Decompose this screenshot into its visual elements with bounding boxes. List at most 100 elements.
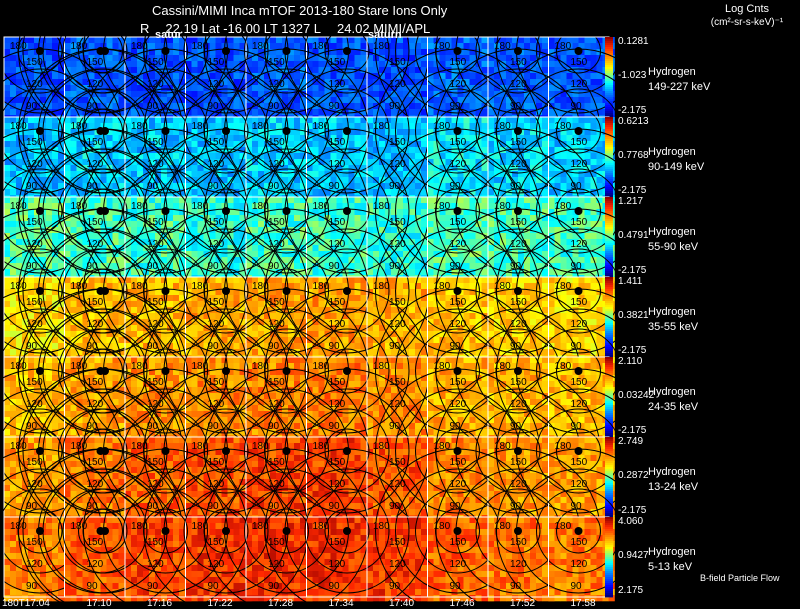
- planet-marker: [282, 527, 291, 535]
- contour-label: 120: [450, 399, 467, 410]
- contour-label: 90: [389, 581, 401, 592]
- planet-marker: [343, 47, 351, 55]
- contour-label: 120: [389, 159, 406, 170]
- contour-label: 90: [329, 341, 341, 352]
- heatmap-panel: 180 150 120 90: [375, 448, 540, 609]
- species-label: Hydrogen: [648, 466, 696, 478]
- contour-label: 90: [268, 421, 280, 432]
- planet-marker: [514, 527, 522, 535]
- planet-marker: [222, 287, 230, 295]
- contour-line: [516, 388, 641, 514]
- contour-label: 150: [208, 537, 225, 548]
- contour-label: 90: [268, 581, 280, 592]
- contour-label: 150: [329, 217, 346, 228]
- contour-label: 150: [26, 537, 43, 548]
- contour-label: 150: [147, 57, 164, 68]
- contour-label: 120: [268, 159, 285, 170]
- contour-label: 90: [450, 101, 462, 112]
- contour-line: [556, 108, 601, 154]
- planet-marker: [101, 127, 109, 135]
- position-values: 22.19 Lat -16.00 LT 1327 L: [165, 21, 322, 36]
- contour-label: 150: [268, 457, 285, 468]
- contour-label: 150: [87, 537, 104, 548]
- contour-label: 150: [26, 457, 43, 468]
- contour-label: 150: [571, 137, 588, 148]
- contour-label: 90: [571, 341, 583, 352]
- contour-label: 150: [268, 537, 285, 548]
- contour-label: 150: [450, 57, 467, 68]
- contour-label: 180: [71, 41, 88, 52]
- contour-line: [516, 68, 641, 194]
- contour-label: 120: [510, 479, 527, 490]
- contour-label: 180: [131, 41, 148, 52]
- contour-label: 90: [208, 501, 220, 512]
- colorbar: [605, 437, 613, 518]
- contour-label: 180: [252, 121, 269, 132]
- planet-marker: [453, 527, 462, 535]
- contour-label: 150: [147, 217, 164, 228]
- species-label: Hydrogen: [648, 66, 696, 78]
- contour-label: 90: [208, 261, 220, 272]
- contour-label: 90: [268, 341, 280, 352]
- energy-range-label: 24-35 keV: [648, 401, 699, 413]
- colorbar-max-label: 2.749: [618, 436, 644, 447]
- contour-label: 150: [571, 457, 588, 468]
- r-label: R: [140, 21, 150, 36]
- contour-label: 150: [87, 457, 104, 468]
- colorbar-min-label: -2.175: [618, 425, 647, 436]
- contour-label: 150: [268, 297, 285, 308]
- contour-label: 120: [571, 319, 588, 330]
- contour-label: 180: [71, 201, 88, 212]
- contour-label: 90: [26, 181, 38, 192]
- time-tick-label: 17:22: [207, 598, 233, 609]
- contour-line: [516, 0, 641, 114]
- contour-label: 90: [571, 421, 583, 432]
- contour-label: 150: [389, 297, 406, 308]
- contour-label: 120: [389, 239, 406, 250]
- planet-marker: [343, 367, 351, 375]
- contour-line: [556, 28, 601, 74]
- planet-marker: [282, 367, 291, 375]
- contour-label: 120: [268, 479, 285, 490]
- planet-marker: [574, 127, 583, 135]
- contour-label: 150: [389, 137, 406, 148]
- contour-line: [324, 268, 370, 314]
- contour-label: 180: [555, 441, 572, 452]
- contour-label: 120: [329, 159, 346, 170]
- contour-label: 150: [87, 377, 104, 388]
- contour-line: [556, 348, 601, 394]
- contour-label: 120: [450, 559, 467, 570]
- contour-label: 120: [571, 239, 588, 250]
- contour-line: [324, 348, 370, 394]
- contour-label: 120: [510, 159, 527, 170]
- contour-label: 120: [26, 399, 43, 410]
- colorbar-mid-label: 0.2872: [618, 470, 649, 481]
- contour-line: [556, 188, 601, 234]
- contour-line: [284, 388, 410, 514]
- contour-label: 180: [192, 441, 209, 452]
- contour-label: 150: [329, 377, 346, 388]
- colorbar-min-label: 2.175: [618, 585, 644, 596]
- time-tick-label: 17:58: [570, 598, 596, 609]
- contour-label: 120: [268, 319, 285, 330]
- planet-marker: [222, 447, 230, 455]
- planet-marker: [514, 287, 522, 295]
- planet-label: saturn: [368, 29, 402, 41]
- contour-label: 120: [268, 239, 285, 250]
- contour-label: 90: [26, 501, 38, 512]
- contour-label: 150: [329, 137, 346, 148]
- contour-label: 150: [450, 137, 467, 148]
- planet-marker: [101, 207, 109, 215]
- contour-label: 150: [26, 137, 43, 148]
- contour-label: 180: [252, 41, 269, 52]
- contour-label: 150: [208, 377, 225, 388]
- contour-label: 90: [208, 421, 220, 432]
- contour-label: 180: [434, 121, 451, 132]
- contour-label: 150: [510, 377, 527, 388]
- contour-label: 180: [131, 441, 148, 452]
- colorbar-min-label: -2.175: [618, 105, 647, 116]
- planet-marker: [343, 447, 351, 455]
- contour-line: [536, 488, 621, 574]
- contour-label: 90: [510, 341, 522, 352]
- contour-label: 180: [71, 361, 88, 372]
